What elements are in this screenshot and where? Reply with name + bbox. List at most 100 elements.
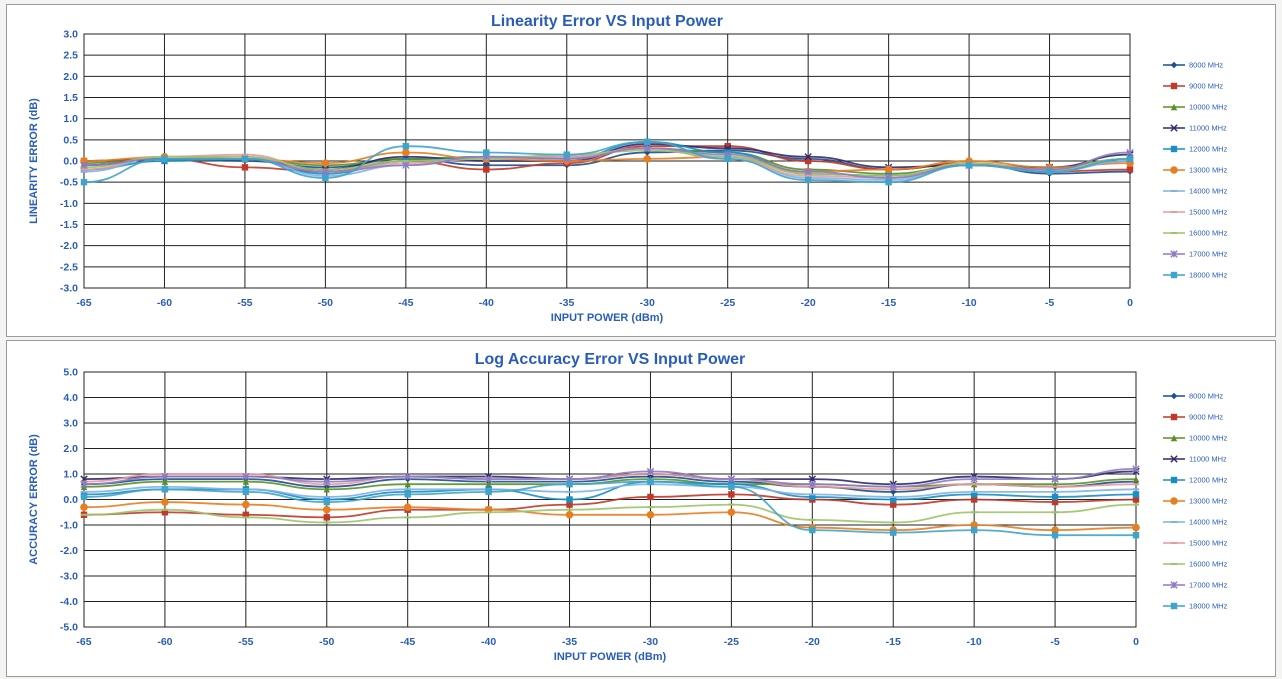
accuracy-data-point [565, 511, 574, 519]
accuracy-data-point [1051, 475, 1059, 483]
linearity-ytick-label: 0.5 [63, 134, 78, 146]
accuracy-ytick-label: -5.0 [60, 622, 78, 634]
linearity-xtick-label: -15 [881, 297, 896, 309]
accuracy-xtick-label: -20 [805, 636, 820, 648]
linearity-xtick-label: -55 [237, 297, 252, 309]
accuracy-chart: Log Accuracy Error VS Input Power 5.0 4.0 3… [28, 351, 1228, 663]
accuracy-data-point [161, 509, 169, 516]
accuracy-legend-label: 16000 MHz [1189, 560, 1228, 569]
accuracy-data-point [889, 483, 897, 491]
linearity-ytick-label: 2.5 [63, 50, 78, 62]
accuracy-data-point [403, 472, 412, 481]
accuracy-data-point [242, 478, 250, 485]
accuracy-xtick-label: -30 [643, 636, 658, 648]
accuracy-legend-label: 8000 MHz [1189, 392, 1223, 401]
linearity-ytick-label: -3.0 [60, 283, 78, 295]
accuracy-legend-marker [1170, 392, 1178, 400]
accuracy-legend-label: 9000 MHz [1189, 413, 1223, 422]
accuracy-data-point [404, 481, 411, 488]
accuracy-data-point [728, 491, 735, 498]
accuracy-xtick-label: -5 [1050, 636, 1059, 648]
accuracy-data-point [242, 511, 250, 518]
accuracy-xtick-label: -35 [562, 636, 577, 648]
linearity-data-point [402, 161, 410, 169]
linearity-data-point [804, 153, 812, 161]
accuracy-data-point [890, 496, 897, 503]
accuracy-data-point [80, 480, 88, 488]
linearity-data-point [804, 167, 812, 176]
linearity-data-point [724, 142, 731, 150]
linearity-title: Linearity Error VS Input Power [491, 13, 723, 30]
linearity-data-point [402, 142, 410, 150]
accuracy-data-point [566, 496, 573, 503]
linearity-data-point [1126, 148, 1134, 157]
linearity-legend-marker [1170, 61, 1178, 69]
accuracy-data-point [890, 501, 897, 508]
linearity-chart: Linearity Error VS Input Power 3.0 2.5 2.0 1… [28, 13, 1228, 324]
accuracy-y-axis-label: ACCURACY ERROR (dB) [28, 434, 40, 565]
linearity-xtick-label: -25 [720, 297, 735, 309]
linearity-data-point [1126, 166, 1134, 173]
accuracy-data-point [242, 472, 250, 481]
accuracy-legend-marker [1170, 497, 1178, 505]
accuracy-series-line [83, 501, 1137, 532]
linearity-ytick-label: -1.0 [60, 198, 78, 210]
accuracy-legend-label: 11000 MHz [1189, 455, 1227, 464]
linearity-ytick-label: -2.5 [60, 261, 78, 273]
linearity-ytick-label: -2.0 [60, 240, 78, 252]
linearity-legend-label: 15000 MHz [1189, 208, 1228, 217]
accuracy-legend-label: 18000 MHz [1189, 602, 1228, 611]
linearity-xtick-label: -30 [640, 297, 655, 309]
accuracy-data-point [809, 493, 816, 501]
linearity-data-point [563, 151, 570, 158]
accuracy-data-point [323, 486, 330, 493]
accuracy-data-point [323, 477, 331, 486]
accuracy-data-point [322, 505, 331, 514]
accuracy-data-point [1051, 498, 1059, 506]
accuracy-data-point [970, 496, 978, 503]
accuracy-data-point [161, 498, 169, 506]
linearity-data-point [161, 155, 168, 163]
linearity-data-point [884, 165, 893, 174]
linearity-data-point [643, 144, 651, 152]
accuracy-data-point [970, 475, 978, 483]
linearity-data-point [643, 155, 652, 163]
accuracy-data-point [646, 467, 655, 476]
accuracy-xtick-label: -65 [76, 636, 91, 648]
linearity-legend-marker [1170, 82, 1178, 90]
linearity-legend-label: 12000 MHz [1189, 145, 1228, 154]
linearity-ytick-label: -1.5 [60, 219, 78, 231]
accuracy-data-point [404, 491, 411, 498]
accuracy-series-line [83, 473, 1137, 491]
linearity-legend-label: 17000 MHz [1189, 250, 1228, 259]
accuracy-data-point [970, 526, 978, 534]
linearity-legend-label: 18000 MHz [1189, 271, 1228, 280]
accuracy-data-point [242, 500, 250, 509]
linearity-data-point [483, 166, 490, 173]
linearity-legend-label: 14000 MHz [1189, 187, 1228, 196]
linearity-legend-marker [1170, 145, 1178, 153]
accuracy-series-line [83, 503, 1137, 524]
accuracy-legend-marker [1170, 476, 1178, 484]
accuracy-series-line [83, 480, 1136, 537]
accuracy-ytick-label: -3.0 [60, 571, 78, 583]
linearity-data-point [885, 178, 892, 186]
accuracy-legend-marker [1170, 455, 1178, 463]
accuracy-data-point [728, 483, 735, 490]
accuracy-legend-marker [1170, 413, 1178, 421]
accuracy-legend-marker [1170, 581, 1178, 589]
accuracy-data-point [323, 514, 330, 521]
accuracy-data-point [1132, 491, 1140, 498]
linearity-xtick-label: -60 [157, 297, 172, 309]
linearity-data-point [241, 164, 249, 171]
linearity-xtick-label: -45 [398, 297, 413, 309]
linearity-xtick-label: 0 [1127, 297, 1133, 309]
accuracy-ytick-label: 0.0 [63, 494, 78, 506]
accuracy-data-point [970, 491, 978, 498]
accuracy-series-line [83, 493, 1137, 519]
linearity-xtick-label: -65 [76, 297, 91, 309]
accuracy-xtick-label: -60 [157, 636, 172, 648]
linearity-legend-marker [1170, 166, 1178, 174]
accuracy-series-line [83, 483, 1137, 498]
linearity-legend-label: 10000 MHz [1189, 103, 1228, 112]
